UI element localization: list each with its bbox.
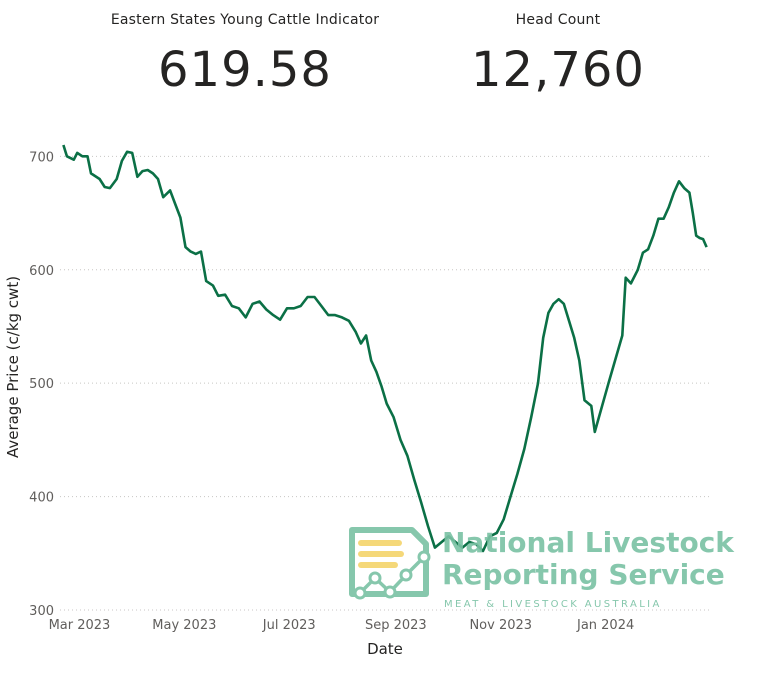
y-tick-label: 600 xyxy=(29,264,54,279)
trend-dot xyxy=(368,571,382,585)
y-axis-ticks: 300 400 500 600 700 xyxy=(29,150,54,619)
series-group xyxy=(62,144,708,553)
y-tick-label: 700 xyxy=(29,150,54,165)
kpi-card-young-cattle: Eastern States Young Cattle Indicator 61… xyxy=(95,12,395,98)
y-tick-label: 300 xyxy=(29,604,54,619)
y-axis-title: Average Price (c/kg cwt) xyxy=(4,276,22,458)
kpi-value: 12,760 xyxy=(471,42,645,98)
trend-dot xyxy=(383,585,397,599)
logo-bar xyxy=(358,551,404,557)
price-series-line xyxy=(62,144,708,553)
y-tick-label: 400 xyxy=(29,491,54,506)
logo-bar xyxy=(358,562,398,568)
trend-dot xyxy=(353,586,367,600)
x-tick-label: May 2023 xyxy=(152,618,216,633)
trend-dot xyxy=(417,550,431,564)
logo-bar xyxy=(358,540,402,546)
logo-line-1: National Livestock xyxy=(442,526,735,559)
x-tick-label: Jan 2024 xyxy=(576,618,634,633)
x-tick-label: Mar 2023 xyxy=(49,618,111,633)
document-icon xyxy=(349,527,429,597)
nlrs-logo: National Livestock Reporting Service MEA… xyxy=(349,526,735,610)
kpi-value: 619.58 xyxy=(158,42,332,98)
x-tick-label: Nov 2023 xyxy=(469,618,532,633)
kpi-title: Eastern States Young Cattle Indicator xyxy=(110,12,380,28)
y-tick-label: 500 xyxy=(29,377,54,392)
x-axis-title: Date xyxy=(367,640,403,658)
x-tick-label: Jul 2023 xyxy=(262,618,316,633)
gridlines xyxy=(60,155,710,611)
kpi-card-head-count: Head Count 12,760 xyxy=(408,12,708,98)
x-tick-label: Sep 2023 xyxy=(365,618,427,633)
trend-dot xyxy=(399,568,413,582)
x-axis-ticks: Mar 2023 May 2023 Jul 2023 Sep 2023 Nov 2023… xyxy=(49,618,635,633)
logo-line-2: Reporting Service xyxy=(442,558,725,591)
kpi-title: Head Count xyxy=(515,12,601,28)
logo-line-3: MEAT & LIVESTOCK AUSTRALIA xyxy=(444,599,662,610)
